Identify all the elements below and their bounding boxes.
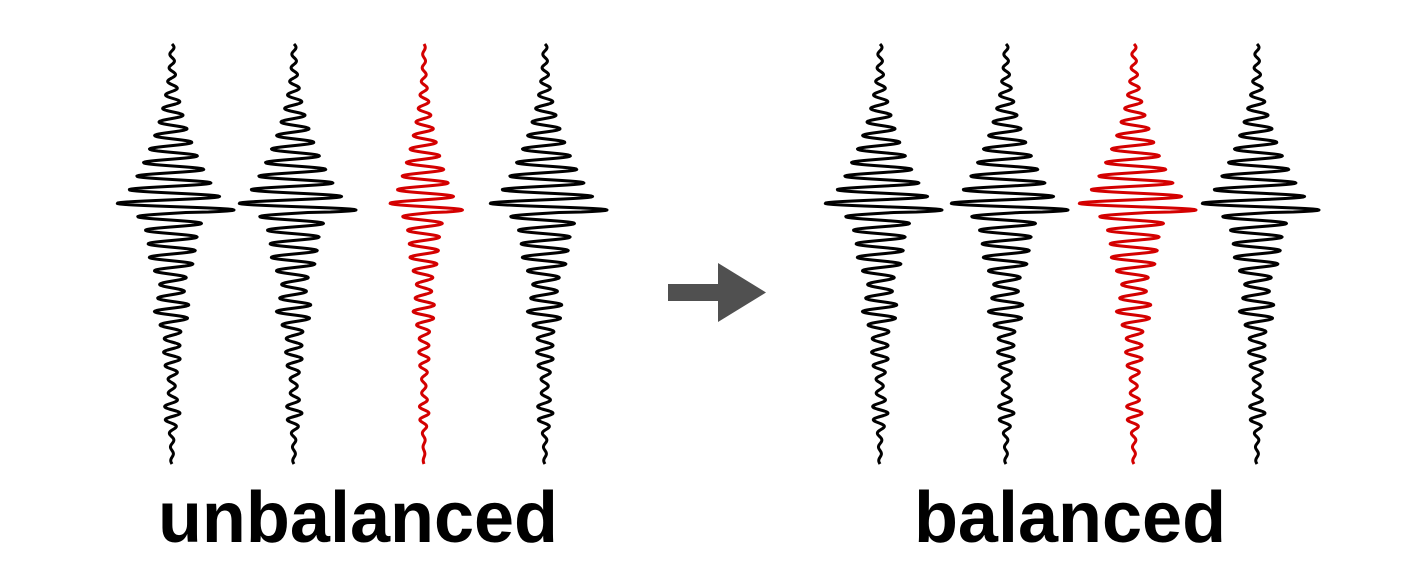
trace-0-1 [237, 42, 358, 465]
highlighted-trace-0-2 [388, 43, 464, 465]
trace-0-3 [488, 42, 609, 465]
balanced-label: balanced [913, 478, 1227, 558]
trace-1-0 [823, 42, 944, 465]
trace-1-1 [949, 42, 1070, 465]
right-arrow-icon [668, 263, 766, 322]
balanced-panel [823, 42, 1321, 465]
highlighted-trace-1-2 [1077, 42, 1198, 465]
unbalanced-label: unbalanced [157, 478, 559, 558]
trace-1-3 [1200, 42, 1321, 465]
unbalanced-panel [115, 42, 609, 465]
trace-0-0 [115, 42, 236, 465]
